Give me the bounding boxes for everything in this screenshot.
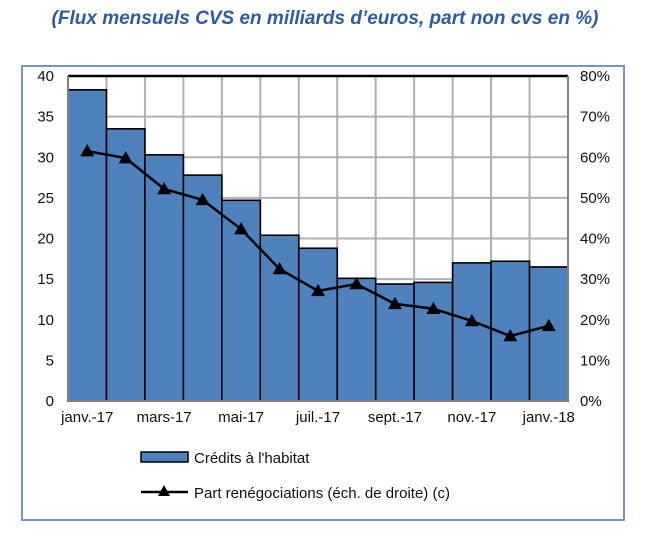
y-left-tick-label: 30 [37, 149, 54, 166]
legend-label-bar: Crédits à l'habitat [194, 450, 310, 467]
y-right-tick-label: 60% [580, 149, 610, 166]
y-right-tick-label: 50% [580, 190, 610, 207]
line-marker-triangle [118, 151, 133, 164]
y-right-tick-label: 30% [580, 271, 610, 288]
y-right-tick-label: 20% [580, 312, 610, 329]
line-marker-triangle [272, 261, 287, 275]
line-marker-triangle [234, 222, 249, 235]
y-left-tick-label: 35 [37, 109, 54, 126]
legend-swatch-bar [140, 451, 189, 463]
line-marker-triangle [195, 192, 210, 206]
line-marker-triangle [541, 318, 556, 332]
line-marker-triangle [157, 181, 172, 195]
chart-title: (Flux mensuels CVS en milliards d’euros,… [51, 8, 599, 29]
bar [528, 266, 569, 402]
bar [105, 128, 146, 402]
bar [413, 281, 454, 402]
line-marker-triangle [426, 301, 441, 315]
y-right-tick-label: 80% [580, 68, 610, 85]
x-tick-label: janv.-17 [60, 409, 113, 426]
x-tick-label: mars-17 [137, 409, 192, 426]
chart-frame [21, 65, 625, 521]
y-left-tick-label: 40 [37, 68, 54, 85]
line-marker-triangle [349, 277, 364, 290]
y-left-tick-label: 5 [46, 352, 54, 369]
bar [259, 234, 300, 402]
line-marker-triangle [387, 296, 402, 310]
y-left-tick-label: 25 [37, 190, 54, 207]
y-left-tick-label: 10 [37, 312, 54, 329]
y-right-tick-label: 40% [580, 231, 610, 248]
x-tick-label: janv.-18 [522, 409, 575, 426]
x-tick-label: mai-17 [218, 409, 264, 426]
y-left-tick-label: 15 [37, 271, 54, 288]
y-left-tick-label: 0 [46, 393, 54, 410]
bar [336, 277, 377, 402]
x-tick-label: sept.-17 [368, 409, 422, 426]
bar [67, 89, 108, 402]
x-tick-label: juil.-17 [295, 409, 340, 426]
y-right-tick-label: 10% [580, 352, 610, 369]
bar [451, 262, 492, 402]
legend-label-line: Part renégociations (éch. de droite) (c) [194, 485, 450, 502]
legend-marker-triangle [158, 485, 170, 496]
line-marker-triangle [464, 313, 479, 327]
bar [297, 247, 339, 402]
y-left-tick-label: 20 [37, 231, 54, 248]
y-right-tick-label: 70% [580, 109, 610, 126]
y-right-tick-label: 0% [580, 393, 602, 410]
x-tick-label: nov.-17 [447, 409, 496, 426]
line-marker-triangle [503, 329, 518, 342]
line-marker-triangle [311, 283, 325, 297]
line-marker-triangle [80, 144, 95, 157]
